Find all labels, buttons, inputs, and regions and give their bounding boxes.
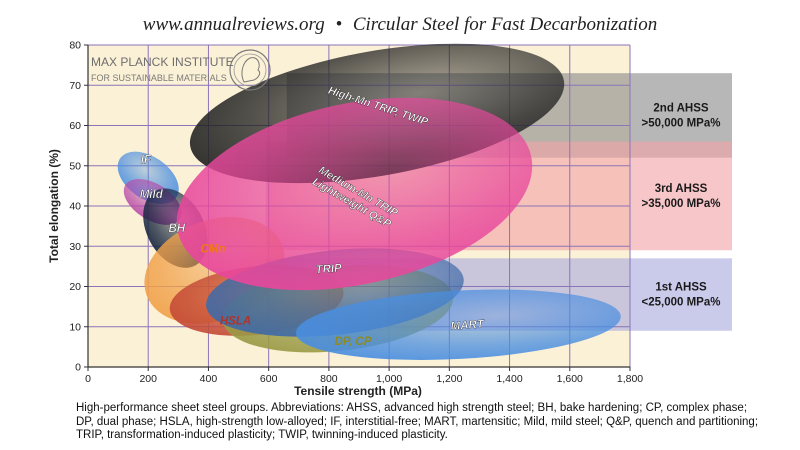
header-separator: •: [335, 14, 343, 35]
x-tick-1200: 1,200: [436, 373, 462, 385]
header-site: www.annualreviews.org: [142, 14, 325, 35]
logo-line1: MAX PLANCK INSTITUTE: [91, 55, 234, 69]
label-cmn: CMn: [201, 243, 226, 255]
band-1st-ahss-value: <25,000 MPa%: [642, 297, 721, 309]
x-tick-1600: 1,600: [557, 373, 583, 385]
figure-caption: High-performance sheet steel groups. Abb…: [76, 402, 759, 441]
x-tick-200: 200: [139, 373, 157, 385]
steel-regions: [117, 43, 621, 360]
label-bh: BH: [169, 223, 186, 235]
y-tick-30: 30: [69, 241, 81, 253]
logo-line2: FOR SUSTAINABLE MATERIALS: [91, 73, 227, 83]
x-tick-600: 600: [260, 373, 278, 385]
y-tick-70: 70: [69, 80, 81, 92]
label-mild: Mild: [140, 189, 164, 201]
band-labels: 2nd AHSS >50,000 MPa% 3rd AHSS >35,000 MPa%…: [642, 102, 721, 308]
band-3rd-ahss-value: >35,000 MPa%: [642, 198, 721, 210]
x-tick-1000: 1,000: [376, 373, 402, 385]
header-title: Circular Steel for Fast Decarbonization: [352, 14, 658, 35]
x-tick-800: 800: [320, 373, 338, 385]
y-tick-10: 10: [69, 321, 81, 333]
x-tick-1800: 1,800: [617, 373, 643, 385]
axes: 0 200 400 600 800 1,000 1,200 1,400 1,600 1,800 0 1…: [69, 40, 643, 386]
label-if: IF: [141, 155, 152, 167]
x-tick-400: 400: [200, 373, 218, 385]
region-medium-mn-trip-lightweight-q-p: [176, 97, 533, 291]
y-tick-20: 20: [69, 281, 81, 293]
band-2nd-ahss-title: 2nd AHSS: [653, 102, 708, 114]
y-tick-40: 40: [69, 201, 81, 213]
max-planck-logo: MAX PLANCK INSTITUTE FOR SUSTAINABLE MAT…: [91, 49, 271, 91]
band-3rd-ahss-title: 3rd AHSS: [655, 183, 708, 195]
x-axis-label: Tensile strength (MPa): [294, 384, 422, 398]
x-tick-0: 0: [85, 373, 91, 385]
y-tick-80: 80: [69, 40, 81, 52]
y-tick-0: 0: [75, 362, 81, 374]
y-tick-60: 60: [69, 120, 81, 132]
band-1st-ahss-title: 1st AHSS: [655, 282, 707, 294]
y-tick-50: 50: [69, 160, 81, 172]
region-mart: [295, 289, 621, 360]
label-dp-cp: DP, CP: [335, 336, 372, 348]
minerva-emblem-inner-icon: [233, 53, 267, 87]
label-hsla: HSLA: [220, 316, 251, 328]
band-2nd-ahss-value: >50,000 MPa%: [642, 117, 721, 129]
page-header: www.annualreviews.org • Circular Steel f…: [0, 14, 800, 36]
x-tick-1400: 1,400: [496, 373, 522, 385]
label-trip: TRIP: [315, 262, 342, 276]
y-axis-label: Total elongation (%): [47, 149, 61, 263]
label-mart: MART: [450, 319, 485, 333]
minerva-emblem-icon: [229, 49, 271, 91]
minerva-profile-icon: [241, 57, 261, 83]
